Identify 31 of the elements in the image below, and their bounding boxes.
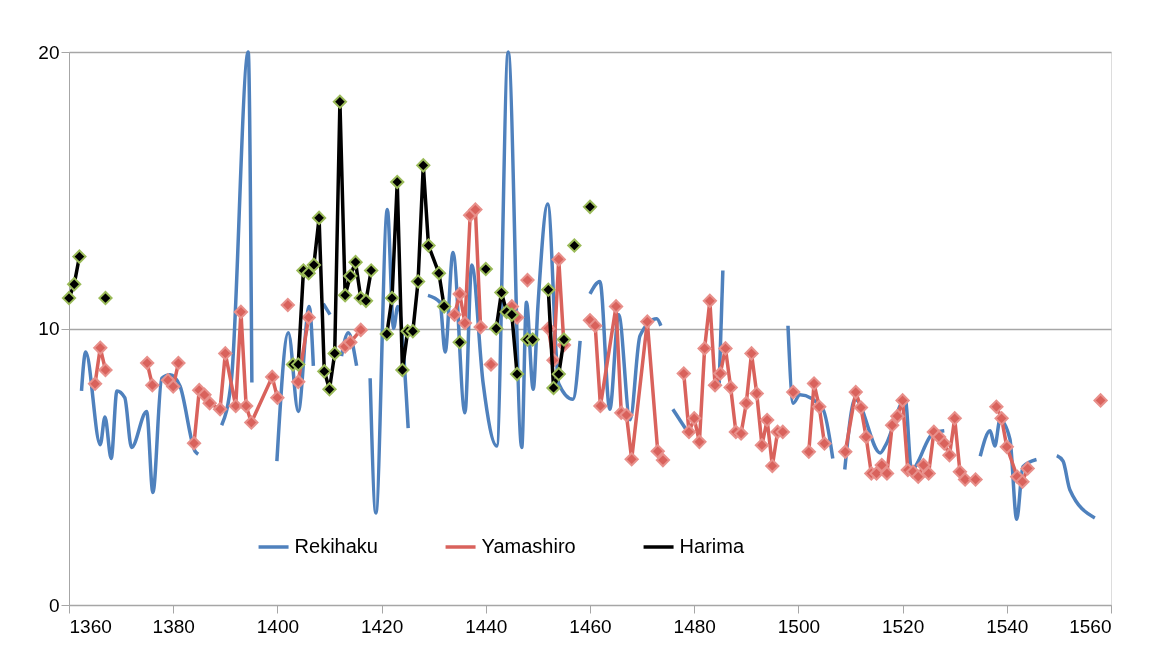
point xyxy=(322,382,337,397)
point xyxy=(98,290,113,306)
x-tick-label: 1440 xyxy=(465,615,508,637)
point xyxy=(327,346,342,361)
x-tick-label: 1460 xyxy=(569,615,612,637)
point xyxy=(364,263,379,278)
x-tick-label: 1560 xyxy=(1069,615,1112,637)
x-tick-label: 1540 xyxy=(986,615,1029,637)
y-tick-label: 0 xyxy=(48,594,60,616)
point xyxy=(306,257,321,273)
point xyxy=(317,364,332,379)
point xyxy=(301,266,316,281)
y-tick-label: 20 xyxy=(38,41,60,63)
point xyxy=(348,255,363,270)
x-tick-label: 1360 xyxy=(69,615,112,637)
point xyxy=(343,268,358,284)
point xyxy=(582,199,598,214)
x-tick-label: 1480 xyxy=(673,615,716,637)
x-tick-label: 1500 xyxy=(777,615,821,637)
point xyxy=(332,94,348,109)
x-tick-label: 1420 xyxy=(360,615,404,637)
point xyxy=(311,210,327,226)
point xyxy=(338,288,353,303)
x-tick-label: 1400 xyxy=(256,615,300,637)
x-tick-label: 1520 xyxy=(881,615,925,637)
legend-label: Rekihaku xyxy=(294,535,378,557)
legend-label: Harima xyxy=(679,535,745,557)
y-tick-label: 10 xyxy=(38,318,60,339)
legend-label: Yamashiro xyxy=(481,535,576,557)
point xyxy=(358,293,374,308)
x-tick-label: 1380 xyxy=(152,615,195,637)
